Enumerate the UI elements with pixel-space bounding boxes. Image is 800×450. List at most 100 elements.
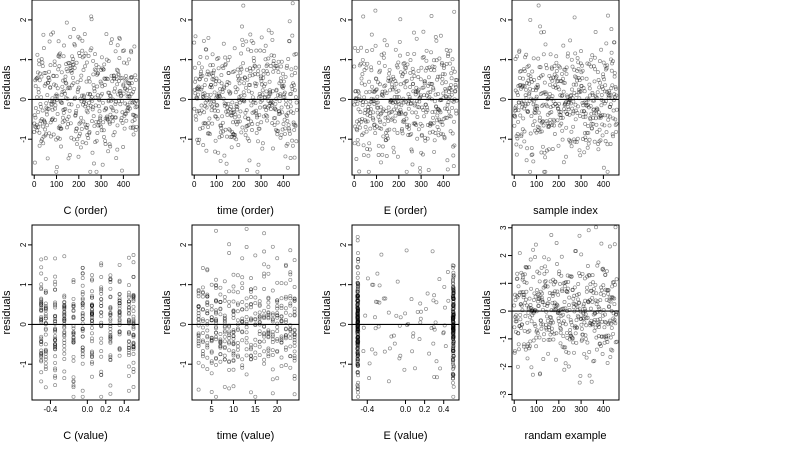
data-point	[437, 56, 442, 61]
data-point	[240, 316, 245, 321]
data-point	[586, 124, 591, 128]
data-point	[583, 312, 588, 317]
data-point	[218, 312, 223, 317]
data-point	[99, 349, 104, 354]
data-point	[608, 92, 613, 97]
data-point	[238, 93, 243, 98]
data-point	[218, 340, 223, 344]
data-point	[80, 38, 85, 43]
data-point	[46, 75, 51, 80]
data-point	[513, 57, 518, 61]
x-tick-label: 400	[597, 405, 611, 414]
data-point	[571, 109, 576, 114]
data-point	[238, 109, 243, 114]
data-point	[108, 112, 113, 117]
data-point	[583, 138, 588, 143]
data-point	[560, 71, 564, 76]
y-axis-label: residuals	[161, 65, 173, 110]
data-point	[576, 282, 581, 286]
data-point	[272, 106, 277, 111]
data-point	[580, 76, 585, 81]
data-point	[364, 90, 369, 95]
data-point	[265, 114, 270, 119]
data-point	[550, 78, 555, 83]
data-point	[534, 96, 539, 101]
data-point	[244, 85, 248, 90]
data-point	[114, 76, 119, 81]
data-point	[278, 79, 283, 84]
data-point	[434, 118, 439, 123]
data-point	[196, 317, 201, 322]
data-point	[585, 340, 590, 345]
data-point	[560, 128, 565, 133]
data-point	[47, 39, 52, 44]
data-point	[604, 130, 609, 135]
data-point	[571, 340, 576, 345]
data-point	[584, 289, 589, 294]
x-tick-label: 300	[574, 405, 588, 414]
data-point	[359, 45, 364, 50]
data-point	[541, 123, 546, 128]
data-point	[43, 342, 48, 347]
points	[352, 8, 459, 174]
data-point	[563, 361, 568, 366]
data-point	[362, 111, 367, 116]
data-point	[603, 89, 607, 94]
data-point	[108, 286, 113, 291]
data-point	[409, 297, 414, 302]
data-point	[259, 82, 264, 87]
data-point	[283, 363, 288, 368]
data-point	[542, 29, 546, 34]
data-point	[363, 107, 368, 112]
data-point	[454, 78, 459, 83]
data-point	[515, 136, 520, 141]
data-point	[609, 27, 614, 32]
data-point	[209, 371, 214, 376]
data-point	[99, 128, 104, 133]
data-point	[407, 95, 412, 100]
data-point	[218, 158, 223, 163]
data-point	[526, 63, 531, 68]
data-point	[536, 128, 541, 133]
data-point	[527, 81, 531, 86]
data-point	[82, 100, 87, 104]
data-point	[117, 309, 122, 314]
data-point	[198, 111, 203, 116]
data-point	[128, 100, 133, 105]
data-point	[593, 282, 598, 287]
data-point	[353, 89, 358, 94]
data-point	[106, 90, 111, 95]
data-point	[214, 308, 218, 313]
data-point	[210, 63, 215, 68]
data-point	[613, 95, 618, 100]
data-point	[222, 295, 227, 299]
data-point	[53, 326, 58, 331]
data-point	[117, 36, 122, 41]
data-point	[105, 77, 110, 81]
data-point	[279, 296, 284, 301]
data-point	[369, 96, 374, 101]
y-tick-label: 0	[499, 97, 508, 102]
data-point	[264, 89, 269, 94]
data-point	[274, 129, 279, 134]
data-point	[62, 340, 67, 345]
data-point	[249, 302, 253, 307]
data-point	[512, 113, 517, 118]
data-point	[244, 303, 249, 308]
data-point	[227, 341, 232, 346]
data-point	[60, 120, 65, 125]
data-point	[292, 332, 297, 337]
data-point	[84, 141, 89, 146]
data-point	[196, 108, 201, 113]
x-tick-label: 0	[512, 180, 517, 189]
data-point	[445, 102, 450, 107]
data-point	[104, 106, 109, 111]
data-point	[231, 353, 236, 358]
data-point	[369, 32, 374, 37]
data-point	[87, 92, 92, 96]
data-point	[293, 65, 298, 70]
data-point	[53, 338, 58, 343]
data-point	[131, 340, 136, 345]
